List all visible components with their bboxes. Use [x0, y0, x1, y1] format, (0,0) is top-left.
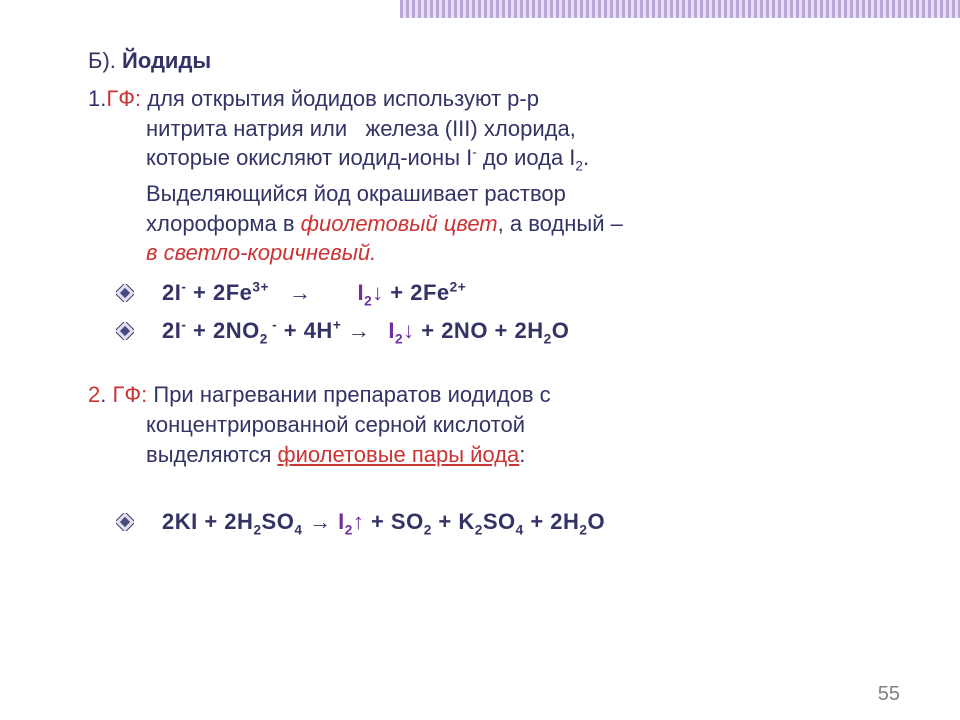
p1-l3c: .: [583, 145, 589, 170]
p3-l3b: фиолетовые пары йода: [277, 442, 519, 467]
p1-gf: ГФ:: [106, 86, 141, 111]
p3-line3: выделяются фиолетовые пары йода:: [88, 440, 904, 470]
p2-l2b: фиолетовый цвет: [301, 211, 498, 236]
header-bold: Йодиды: [122, 48, 211, 73]
equation-1: 2I- + 2Fe3+→I2↓ + 2Fe2+: [116, 280, 904, 306]
p2-l2a: хлороформа в: [146, 211, 301, 236]
p2-line3: в светло-коричневый.: [88, 238, 904, 268]
eq1-text: 2I- + 2Fe3+→I2↓ + 2Fe2+: [162, 280, 466, 306]
eq3-text: 2KI + 2H2SO4 → I2↑ + SO2 + K2SO4 + 2H2O: [162, 509, 605, 535]
p3-l1: При нагревании препаратов иодидов с: [153, 382, 550, 407]
p3-gf: ГФ:: [112, 382, 147, 407]
p2-l2c: , а водный –: [498, 211, 623, 236]
p1-line3: которые окисляют иодид-ионы I- до иода I…: [88, 143, 904, 173]
down-arrow-icon: ↓: [372, 280, 384, 305]
down-arrow-icon: ↓: [403, 318, 415, 343]
eq3-d: + SO: [364, 509, 423, 534]
bullet-icon: [116, 284, 134, 302]
eq2-text: 2I- + 2NO2 - + 4H+ →I2↓ + 2NO + 2H2O: [162, 318, 569, 344]
p3-l3c: :: [519, 442, 525, 467]
p1-l3a: которые окисляют иодид-ионы I: [146, 145, 472, 170]
eq1-d: + 2Fe: [384, 280, 450, 305]
p3-l3a: выделяются: [146, 442, 277, 467]
eq3-b: SO: [262, 509, 295, 534]
p3-line1: 2. ГФ: При нагревании препаратов иодидов…: [88, 380, 904, 410]
slide-content: Б). Йодиды 1.ГФ: для открытия йодидов ис…: [0, 0, 960, 535]
eq1-a: 2I: [162, 280, 181, 305]
eq2-b: + 2NO: [186, 318, 259, 343]
p1-line1: 1.ГФ: для открытия йодидов используют р-…: [88, 84, 904, 114]
p2-line1: Выделяющийся йод окрашивает раствор: [88, 179, 904, 209]
eq3-c: I: [338, 509, 345, 534]
eq2-e: + 2NO + 2H: [415, 318, 544, 343]
eq2-a: 2I: [162, 318, 181, 343]
eq3-g: + 2H: [524, 509, 580, 534]
arrow-icon: →: [289, 280, 312, 305]
arrow-icon: →: [309, 509, 332, 534]
eq3-f: SO: [483, 509, 516, 534]
decor-border: [400, 0, 960, 18]
arrow-icon: →: [348, 318, 371, 343]
p1-line2: нитрита натрия или железа (III) хлорида,: [88, 114, 904, 144]
paragraph-2: Выделяющийся йод окрашивает раствор хлор…: [88, 179, 904, 268]
p3-line2: концентрированной серной кислотой: [88, 410, 904, 440]
bullet-icon: [116, 513, 134, 531]
p1-l1a: для открытия йодидов используют р-р: [147, 86, 539, 111]
equation-3: 2KI + 2H2SO4 → I2↑ + SO2 + K2SO4 + 2H2O: [116, 509, 904, 535]
eq2-c: + 4H: [277, 318, 333, 343]
header-lead: Б).: [88, 48, 122, 73]
p2-line2: хлороформа в фиолетовый цвет, а водный –: [88, 209, 904, 239]
paragraph-1: 1.ГФ: для открытия йодидов используют р-…: [88, 84, 904, 173]
page-number: 55: [878, 683, 900, 706]
up-arrow-icon: ↑: [353, 509, 365, 534]
p1-num: 1.: [88, 86, 106, 111]
bullet-icon: [116, 322, 134, 340]
eq3-e: + K: [432, 509, 475, 534]
p3-num: 2: [88, 382, 100, 407]
section-header: Б). Йодиды: [88, 48, 904, 74]
paragraph-3: 2. ГФ: При нагревании препаратов иодидов…: [88, 380, 904, 469]
equation-2: 2I- + 2NO2 - + 4H+ →I2↓ + 2NO + 2H2O: [116, 318, 904, 344]
p1-l3b: до иода I: [477, 145, 576, 170]
eq3-a: 2KI + 2H: [162, 509, 253, 534]
eq2-f: O: [552, 318, 570, 343]
eq3-h: O: [587, 509, 605, 534]
eq1-b: + 2Fe: [186, 280, 252, 305]
